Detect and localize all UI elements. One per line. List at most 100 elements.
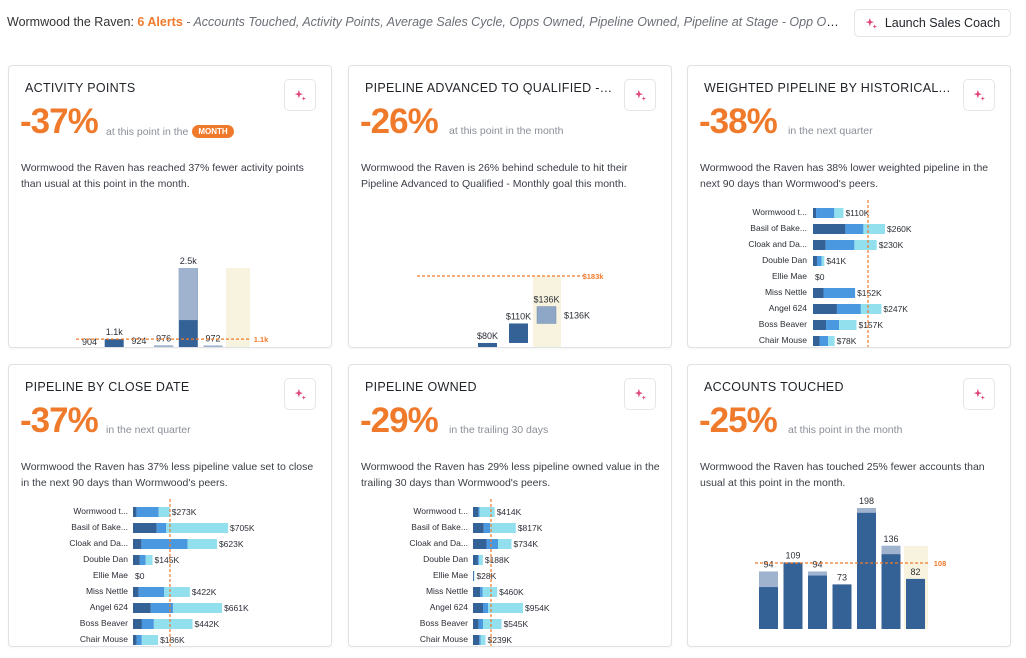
rep-name-label: Chair Mouse [420,634,468,644]
bar-label: 82 [910,567,920,577]
coach-sparkle-button[interactable] [624,378,656,410]
accounts-touched-card[interactable]: ACCOUNTS TOUCHED -25% at this point in t… [687,364,1011,647]
rep-name-label: Miss Nettle [765,287,807,297]
bar-value-label: $260K [887,224,912,234]
card-title: WEIGHTED PIPELINE BY HISTORICAL WIN RATE [704,81,954,95]
bar-segment [133,587,139,597]
rep-name-label: Cloak and Da... [69,538,128,548]
rep-name-label: Double Dan [762,255,807,265]
bar-segment [836,304,861,314]
pipeline-advanced-chart: $8K$42K$80K$110K$136K$136K$183k [417,272,605,347]
rep-name-label: Basil of Bake... [411,522,468,532]
bar-label: 73 [837,572,847,582]
bar-segment [164,587,190,597]
rep-name-label: Boss Beaver [420,618,468,628]
coach-sparkle-button[interactable] [963,79,995,111]
weighted-pipeline-card[interactable]: WEIGHTED PIPELINE BY HISTORICAL WIN RATE… [687,65,1011,348]
activity-points-card[interactable]: ACTIVITY POINTS -37% at this point in th… [8,65,332,348]
sparkle-icon [634,89,646,101]
sparkle-icon [865,17,877,29]
bar-segment [823,288,856,298]
bar-segment [473,523,484,533]
coach-sparkle-button[interactable] [624,79,656,111]
bar [104,339,124,347]
coach-sparkle-button[interactable] [963,378,995,410]
bar-segment [813,224,846,234]
card-title: PIPELINE OWNED [365,380,477,394]
rep-name-label: Wormwood t... [413,506,468,516]
bar-segment [854,240,877,250]
rep-name-label: Miss Nettle [86,586,128,596]
bar-segment [813,320,827,330]
bar-value-label: $230K [879,240,904,250]
pipeline-by-close-date-card[interactable]: PIPELINE BY CLOSE DATE -37% in the next … [8,364,332,647]
bar-label: 2.5k [180,256,198,266]
card-title: PIPELINE BY CLOSE DATE [25,380,190,394]
bar-label: $80K [477,331,498,341]
target-label: 108 [934,559,947,568]
bar-segment [173,603,223,613]
bar [906,578,925,629]
card-description: Wormwood the Raven has reached 37% fewer… [21,162,304,190]
bar-segment [828,336,835,346]
pipeline-advanced-card[interactable]: PIPELINE ADVANCED TO QUALIFIED - MONTHLY… [348,65,672,348]
bar-value-label: $623K [219,539,244,549]
bar-segment [141,635,159,645]
bar-segment [156,523,167,533]
bar-value-label: $273K [172,507,197,517]
bar-segment [816,256,822,266]
bar-segment [473,507,479,517]
bar-segment [473,539,487,549]
accounts-touched-chart: 94 109 94 73 198 136 82 108 [755,496,947,629]
bar-segment [133,635,137,645]
bar-value-label: $28K [476,571,496,581]
bar-segment [839,320,857,330]
bar-value-label: $414K [497,507,522,517]
alert-list: - Accounts Touched, Activity Points, Ave… [186,15,847,29]
launch-sales-coach-button[interactable]: Launch Sales Coach [854,9,1011,37]
period-badge[interactable]: MONTH [192,125,234,138]
bar-segment [133,603,151,613]
bar-value-label: $422K [192,587,217,597]
coach-sparkle-button[interactable] [284,378,316,410]
bar-value-label: $817K [518,523,543,533]
rep-name-label: Angel 624 [769,303,808,313]
bar [857,508,876,629]
card-description: Wormwood the Raven has 38% lower weighte… [700,162,989,190]
rep-name-label: Ellie Mae [93,570,128,580]
bar [832,584,852,629]
bar-segment [473,603,483,613]
alert-count[interactable]: 6 Alerts [137,15,183,29]
coach-sparkle-button[interactable] [284,79,316,111]
bar-segment [486,539,499,549]
bar-segment [813,256,817,266]
percent-change: -25% [699,401,778,440]
bar-segment [479,507,495,517]
bar-value-label: $734K [513,539,538,549]
bar-segment [480,635,486,645]
bar-label: 904 [82,337,97,347]
period-label: in the next quarter [106,424,191,436]
target-label: $183k [583,272,605,281]
sparkle-icon [973,388,985,400]
bar-value-label: $145K [155,555,180,565]
bar-segment [473,619,479,629]
bar-segment [813,304,837,314]
rep-name-label: Basil of Bake... [750,223,807,233]
percent-change: -26% [360,102,439,141]
bar-value-label: $247K [883,304,908,314]
bar-segment [881,545,901,555]
waterfall-bar [478,342,497,347]
bar-segment [477,555,479,565]
bar-value-label: $661K [224,603,249,613]
pipeline-owned-card[interactable]: PIPELINE OWNED -29% in the trailing 30 d… [348,364,672,647]
bar-segment [133,619,142,629]
sparkle-icon [973,89,985,101]
rep-name-label: Ellie Mae [433,570,468,580]
bar-segment [825,240,855,250]
bar-value-label: $460K [499,587,524,597]
bar-segment [826,320,840,330]
bar-segment [150,603,174,613]
bar-value-label: $545K [504,619,529,629]
bar-segment [845,224,864,234]
